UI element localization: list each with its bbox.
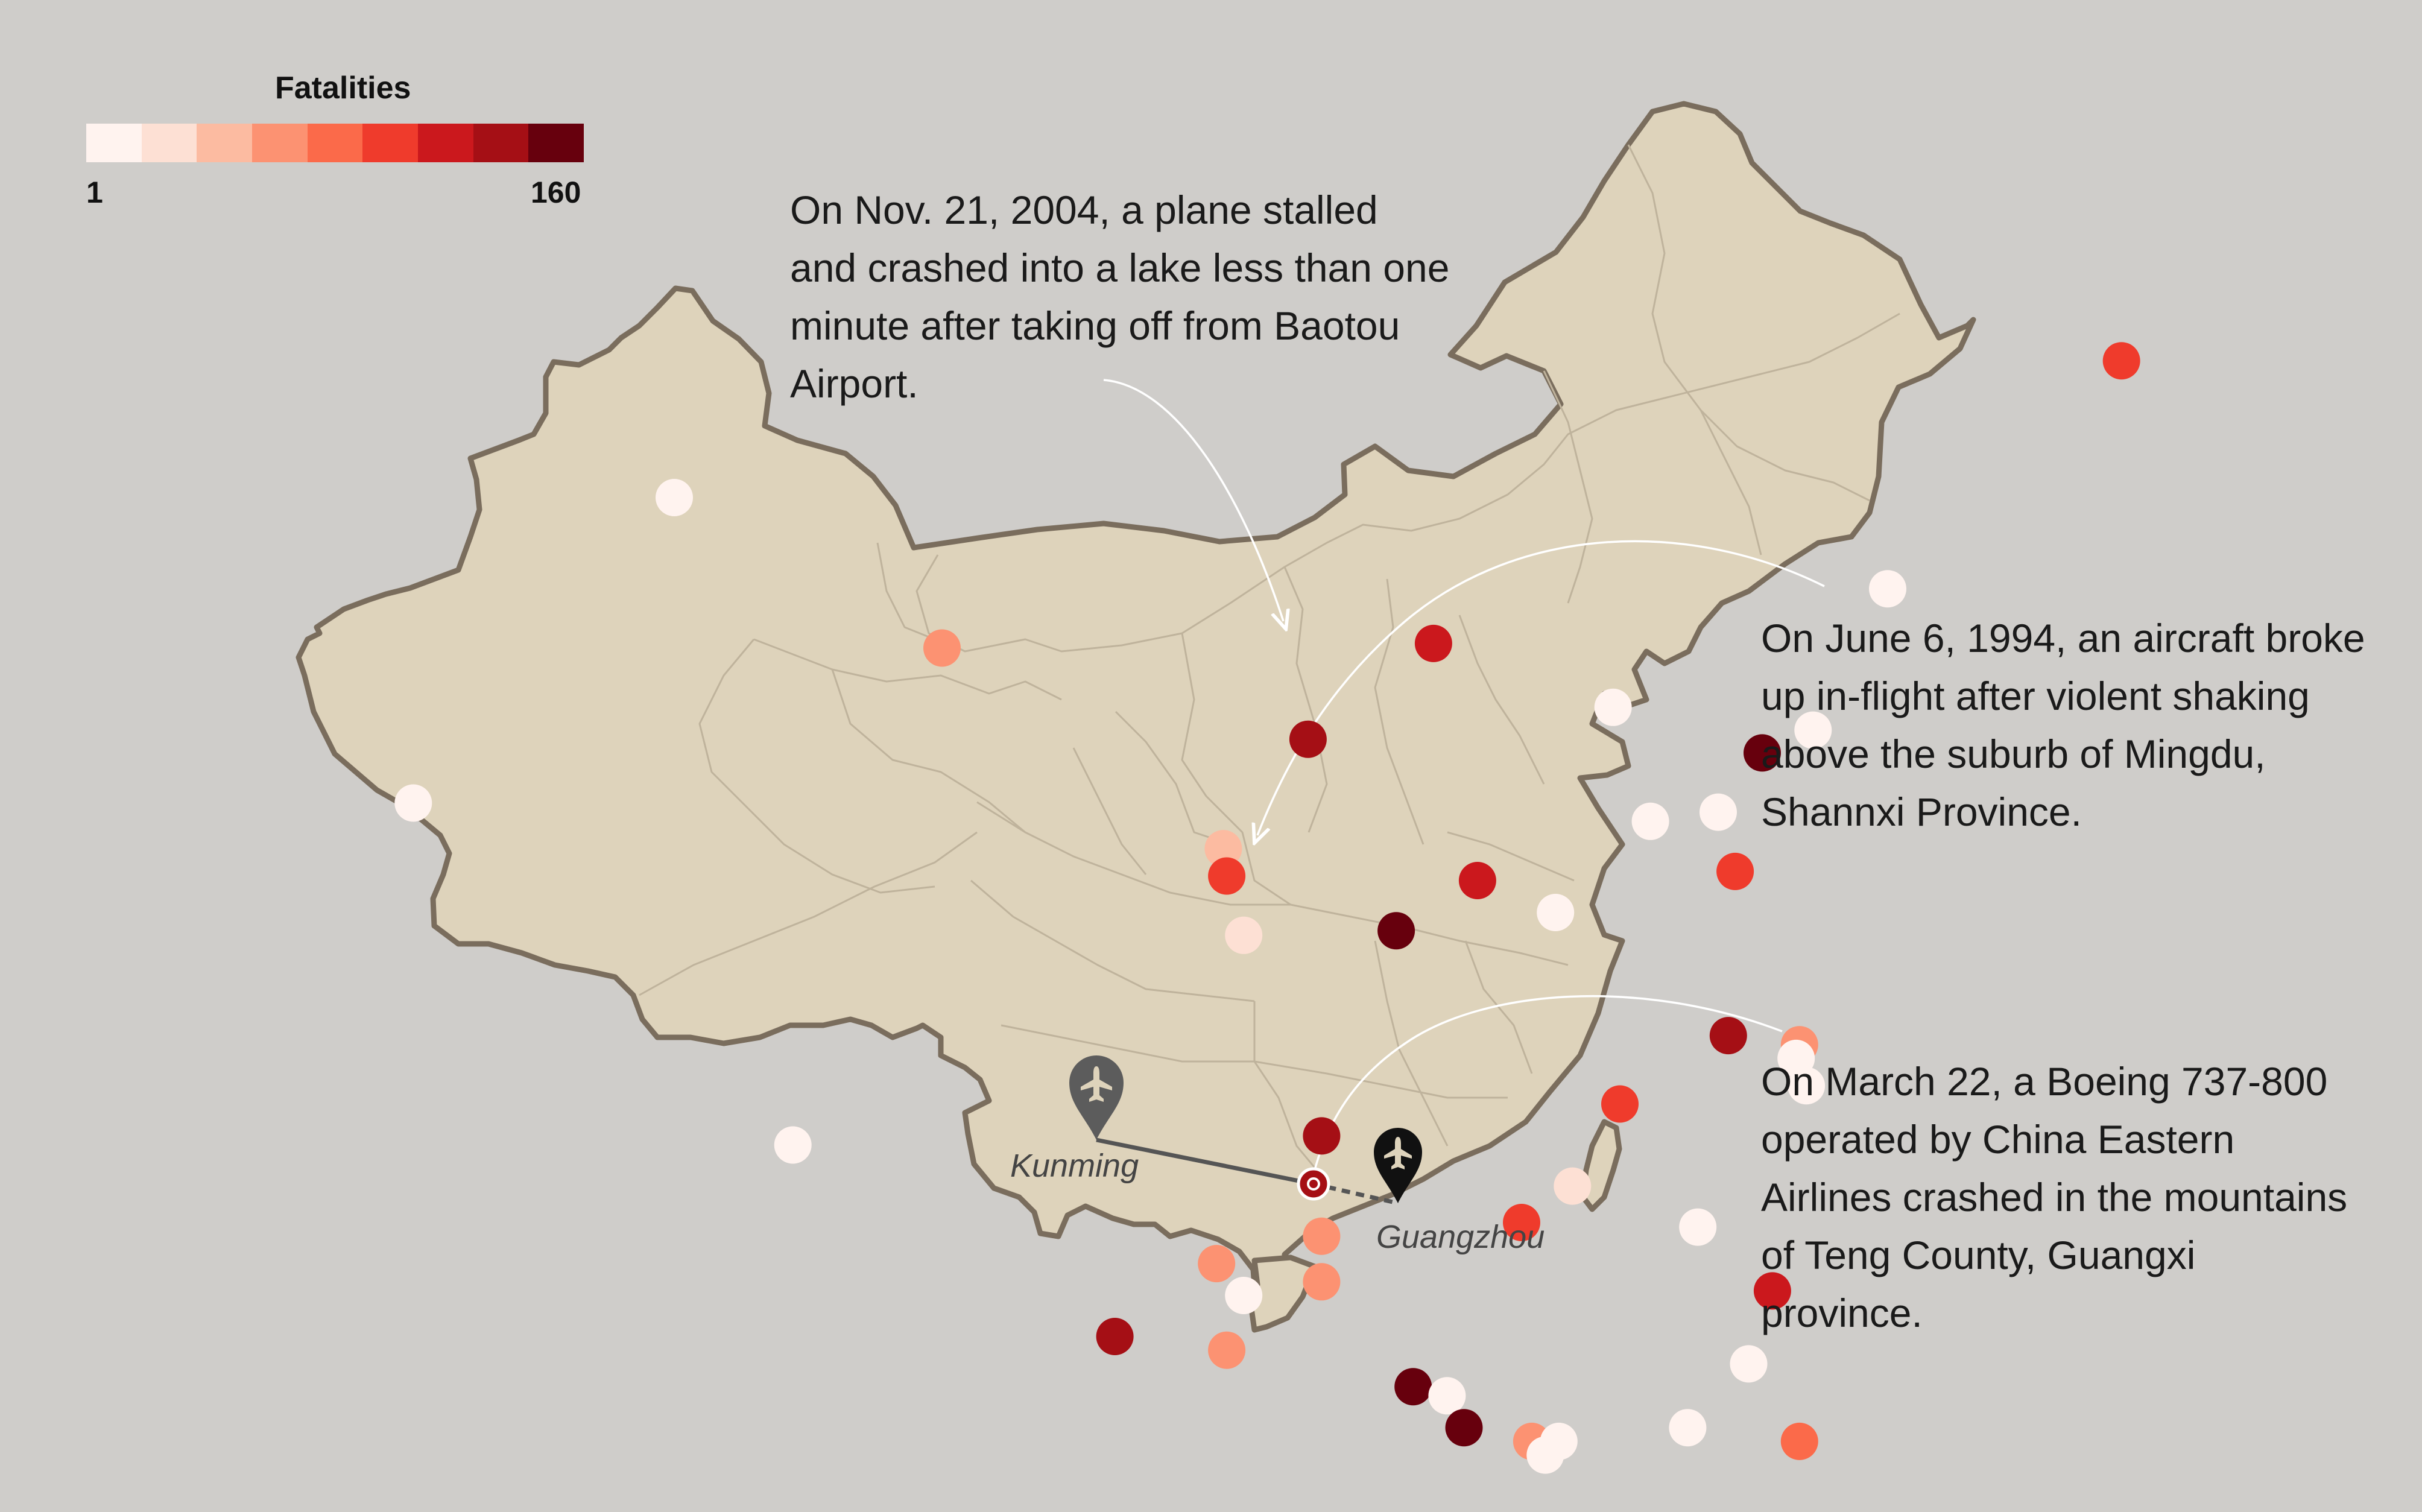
crash-site-dot[interactable] (1679, 1208, 1717, 1246)
legend-min-label: 1 (86, 176, 103, 209)
legend-swatch (473, 124, 529, 162)
crash-site-dot[interactable] (1503, 1204, 1540, 1241)
crash-site-dot[interactable] (1303, 1263, 1341, 1301)
crash-site-dot[interactable] (1225, 1277, 1263, 1314)
annotation-baotou: On Nov. 21, 2004, a plane stalled and cr… (790, 188, 1450, 406)
crash-site-dot[interactable] (1096, 1318, 1134, 1355)
annotation-mingdu: On June 6, 1994, an aircraft broke up in… (1761, 616, 2365, 834)
guangzhou-pin[interactable] (1374, 1128, 1422, 1203)
crash-site-dot[interactable] (1394, 1368, 1432, 1406)
crash-site-dot[interactable] (1753, 1272, 1791, 1310)
crash-site-dot[interactable] (923, 629, 961, 667)
crash-site-dot[interactable] (1303, 1117, 1341, 1155)
flight-route (1096, 1137, 1399, 1206)
crash-site-dot[interactable] (1594, 688, 1632, 726)
city-label-guangzhou: Guangzhou (1376, 1219, 1545, 1255)
legend-swatch (307, 124, 363, 162)
legend-title: Fatalities (275, 71, 411, 106)
crash-site-dot[interactable] (656, 479, 693, 516)
crash-site-dot[interactable] (2102, 342, 2140, 380)
tengcounty-crash-marker[interactable] (1297, 1167, 1330, 1201)
kunming-pin[interactable] (1069, 1055, 1124, 1140)
crash-site-dot[interactable] (1445, 1409, 1483, 1447)
taiwan-island-shape (1580, 1119, 1622, 1212)
crash-site-dot[interactable] (1744, 734, 1781, 772)
legend-swatch (252, 124, 308, 162)
crash-site-dot[interactable] (1208, 857, 1246, 895)
crash-site-dot[interactable] (1709, 1017, 1747, 1055)
crash-site-dot[interactable] (1780, 1422, 1818, 1460)
legend-swatch (362, 124, 419, 162)
airplane-icon (1081, 1066, 1112, 1102)
tengcounty-crash-marker-center (1307, 1177, 1320, 1191)
annotation-arrow-mingdu (1257, 540, 1825, 835)
route-flown-line (1096, 1137, 1314, 1186)
crash-site-dot[interactable] (1869, 570, 1906, 608)
legend-swatch (418, 124, 473, 162)
crash-site-dot[interactable] (1540, 1422, 1578, 1460)
crash-site-dot[interactable] (1208, 1331, 1246, 1369)
crash-site-dot[interactable] (1289, 720, 1327, 758)
annotation-tengcounty: On March 22, a Boeing 737-800 operated b… (1761, 1059, 2348, 1335)
crash-site-dot[interactable] (1794, 711, 1832, 749)
crash-site-dot[interactable] (1458, 862, 1496, 899)
crash-site-dot[interactable] (1537, 894, 1575, 931)
crash-site-dot[interactable] (1601, 1085, 1639, 1123)
crash-site-dot[interactable] (1554, 1167, 1592, 1205)
crash-site-dot[interactable] (1428, 1377, 1466, 1415)
crash-site-dot[interactable] (774, 1126, 812, 1164)
crash-site-dot[interactable] (1730, 1345, 1768, 1383)
crash-site-dot[interactable] (1631, 802, 1669, 840)
airplane-icon (1384, 1137, 1412, 1169)
crash-site-dot[interactable] (1669, 1409, 1707, 1447)
crash-site-dot[interactable] (1377, 912, 1415, 950)
crash-site-dot[interactable] (1788, 1067, 1826, 1105)
legend-swatch (141, 124, 197, 162)
crash-site-dot[interactable] (1700, 793, 1737, 831)
legend-max-label: 160 (531, 176, 581, 209)
crash-site-dot[interactable] (1303, 1217, 1341, 1255)
crash-site-dot[interactable] (1198, 1245, 1236, 1283)
crash-site-dot[interactable] (1414, 624, 1452, 662)
china-mainland-shape (296, 101, 1976, 1306)
crash-site-dot[interactable] (1716, 852, 1754, 890)
legend-swatch (197, 124, 253, 162)
legend-swatch (528, 124, 584, 162)
crash-site-dot[interactable] (1225, 916, 1263, 954)
city-label-kunming: Kunming (1010, 1148, 1139, 1184)
crash-sites (394, 342, 2140, 1474)
province-borders (639, 144, 1900, 1183)
crash-site-dot[interactable] (1204, 830, 1242, 868)
annotation-arrow-baotou (1103, 379, 1283, 621)
crash-site-dot[interactable] (394, 784, 432, 822)
legend-swatch (86, 124, 142, 162)
legend-color-scale (86, 124, 584, 162)
